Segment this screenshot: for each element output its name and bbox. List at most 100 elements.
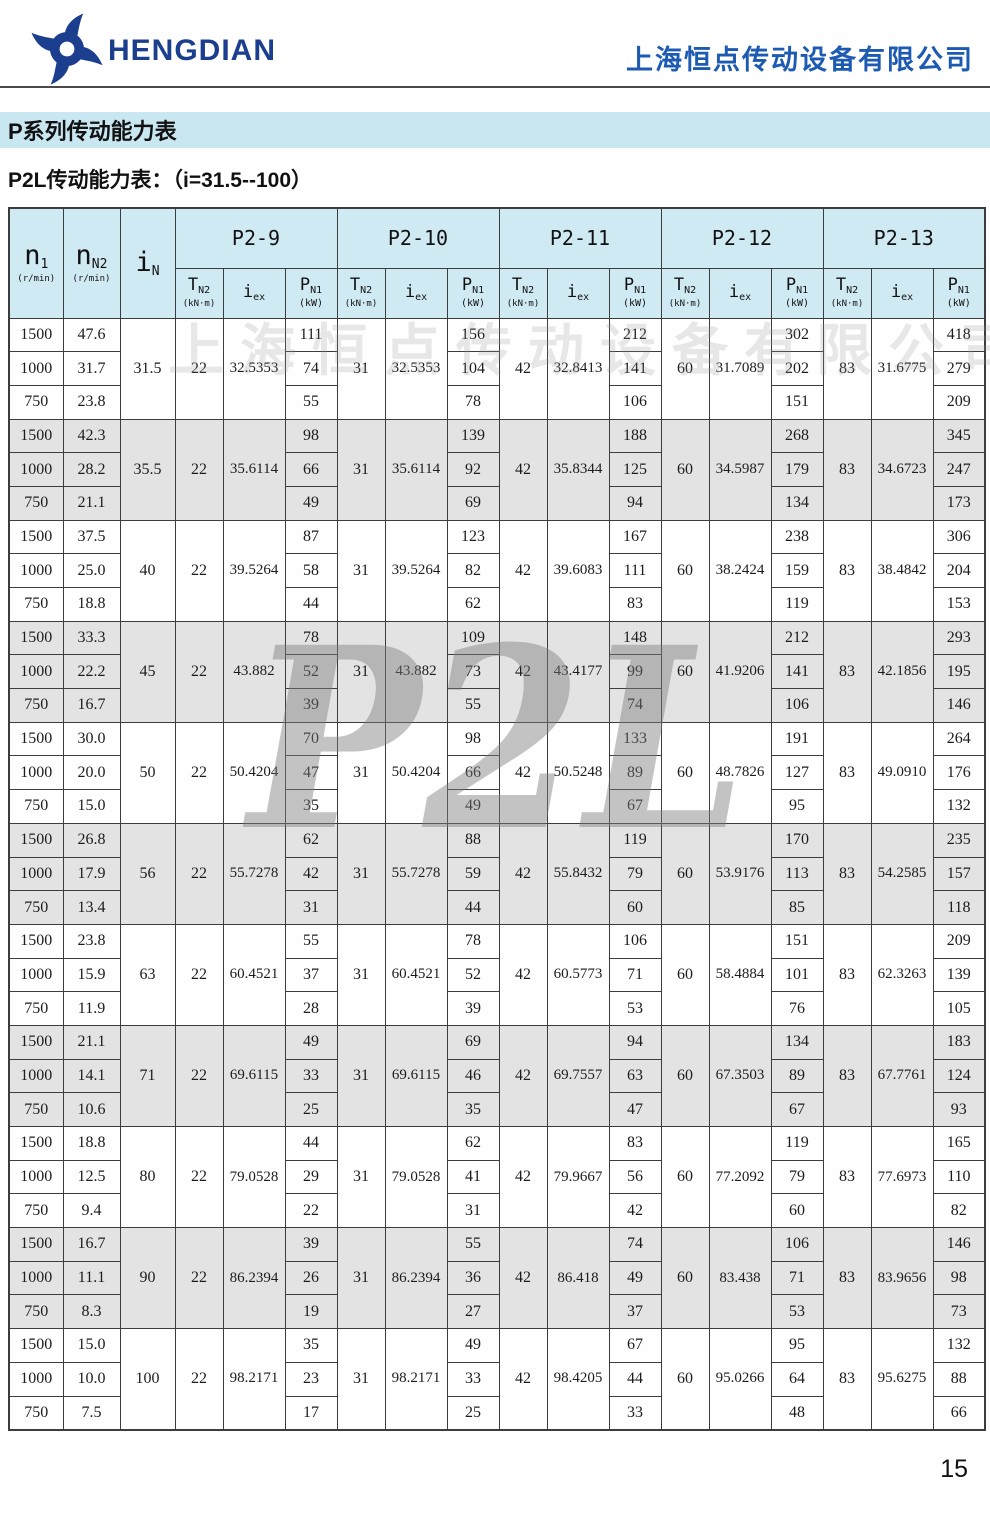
table-row: 1500 15.0 100 22 98.2171 35 31 98.2171 49 42 98.42…	[8, 1328, 986, 1431]
cell-tn2: 83	[822, 1227, 872, 1330]
cell-pn1: 82	[446, 553, 500, 588]
cell-pn1: 42	[608, 1193, 662, 1229]
cell-nn2: 33.3	[62, 620, 121, 656]
cell-tn2: 83	[822, 1125, 872, 1229]
cell-iex: 35.8344	[546, 418, 610, 521]
table-row: 1000 14.1 33 46 63 89 124	[8, 1058, 986, 1094]
table-row: 750 13.4 31 44 60 85 118	[8, 890, 986, 925]
table-row: 1500 26.8 56 22 55.7278 62 31 55.7278 88 42 55.843…	[8, 822, 986, 925]
cell-pn1: 62	[284, 822, 338, 858]
cell-pn1: 101	[770, 957, 824, 993]
cell-pn1: 98	[446, 721, 500, 757]
cell-tn2: 31	[336, 721, 386, 824]
table-row: 750 11.9 28 39 53 76 105	[8, 991, 986, 1026]
header-group-P2-11: P2-11	[498, 207, 662, 269]
cell-tn2: 22	[174, 317, 224, 420]
cell-tn2: 83	[822, 418, 872, 521]
cell-iex: 32.5353	[222, 317, 286, 420]
cell-nn2: 23.8	[62, 384, 121, 420]
cell-pn1: 183	[932, 1024, 986, 1060]
cell-nn2: 16.7	[62, 688, 121, 723]
section-title-bar: P系列传动能力表	[0, 112, 990, 148]
cell-tn2: 83	[822, 822, 872, 925]
cell-pn1: 23	[284, 1361, 338, 1397]
cell-pn1: 44	[284, 587, 338, 622]
cell-tn2: 60	[660, 620, 710, 723]
cell-tn2: 31	[336, 418, 386, 521]
cell-pn1: 306	[932, 519, 986, 555]
cell-pn1: 134	[770, 1024, 824, 1060]
cell-n1: 1000	[8, 452, 64, 487]
header-tn2: TN2 (kN·m)	[174, 267, 224, 319]
header-tn2: TN2 (kN·m)	[822, 267, 872, 319]
cell-iex: 55.8432	[546, 822, 610, 925]
cell-tn2: 42	[498, 1125, 548, 1229]
cell-n1: 1000	[8, 957, 64, 993]
cell-iex: 48.7826	[708, 721, 772, 824]
cell-pn1: 76	[770, 991, 824, 1026]
cell-tn2: 60	[660, 721, 710, 824]
header-group-P2-10: P2-10	[336, 207, 500, 269]
cell-pn1: 35	[284, 1328, 338, 1363]
cell-pn1: 27	[446, 1294, 500, 1330]
cell-in: 50	[119, 721, 176, 824]
cell-tn2: 31	[336, 1024, 386, 1128]
cell-tn2: 60	[660, 923, 710, 1026]
cell-pn1: 293	[932, 620, 986, 656]
cell-pn1: 212	[608, 317, 662, 353]
table-row: 1000 31.7 74 104 141 202 279	[8, 351, 986, 386]
cell-tn2: 31	[336, 317, 386, 420]
cell-nn2: 9.4	[62, 1193, 121, 1229]
cell-pn1: 79	[608, 856, 662, 892]
cell-iex: 54.2585	[870, 822, 934, 925]
cell-iex: 42.1856	[870, 620, 934, 723]
cell-pn1: 35	[446, 1092, 500, 1127]
cell-tn2: 60	[660, 822, 710, 925]
cell-pn1: 151	[770, 384, 824, 420]
cell-n1: 750	[8, 384, 64, 420]
table-head: n1 (r/min) nN2 (r/min) iN P2-9 P2-10 P2-11 P2-12…	[8, 207, 986, 319]
cell-pn1: 63	[608, 1058, 662, 1094]
cell-nn2: 31.7	[62, 351, 121, 386]
cell-nn2: 37.5	[62, 519, 121, 555]
cell-pn1: 60	[770, 1193, 824, 1229]
cell-iex: 38.4842	[870, 519, 934, 622]
cell-pn1: 22	[284, 1193, 338, 1229]
table-row: 750 16.7 39 55 74 106 146	[8, 688, 986, 723]
cell-pn1: 146	[932, 1227, 986, 1262]
cell-pn1: 109	[446, 620, 500, 656]
cell-iex: 49.0910	[870, 721, 934, 824]
cell-pn1: 73	[932, 1294, 986, 1330]
cell-pn1: 167	[608, 519, 662, 555]
cell-pn1: 31	[284, 890, 338, 925]
cell-in: 63	[119, 923, 176, 1026]
cell-pn1: 141	[608, 351, 662, 386]
cell-nn2: 28.2	[62, 452, 121, 487]
cell-pn1: 88	[446, 822, 500, 858]
cell-n1: 750	[8, 688, 64, 723]
cell-pn1: 74	[608, 1227, 662, 1262]
cell-pn1: 89	[608, 755, 662, 791]
cell-pn1: 47	[284, 755, 338, 791]
cell-in: 35.5	[119, 418, 176, 521]
cell-pn1: 88	[932, 1361, 986, 1397]
cell-n1: 1000	[8, 351, 64, 386]
cell-iex: 43.882	[222, 620, 286, 723]
cell-tn2: 42	[498, 1227, 548, 1330]
cell-pn1: 55	[446, 1227, 500, 1262]
cell-pn1: 106	[608, 923, 662, 959]
cell-pn1: 106	[770, 688, 824, 723]
cell-pn1: 132	[932, 789, 986, 824]
cell-pn1: 105	[932, 991, 986, 1026]
cell-iex: 39.6083	[546, 519, 610, 622]
cell-pn1: 141	[770, 654, 824, 690]
cell-pn1: 111	[608, 553, 662, 588]
table-row: 1000 17.9 42 59 79 113 157	[8, 856, 986, 892]
cell-pn1: 33	[608, 1395, 662, 1431]
cell-nn2: 30.0	[62, 721, 121, 757]
cell-nn2: 14.1	[62, 1058, 121, 1094]
cell-iex: 62.3263	[870, 923, 934, 1026]
cell-n1: 1500	[8, 1126, 64, 1161]
cell-pn1: 148	[608, 620, 662, 656]
